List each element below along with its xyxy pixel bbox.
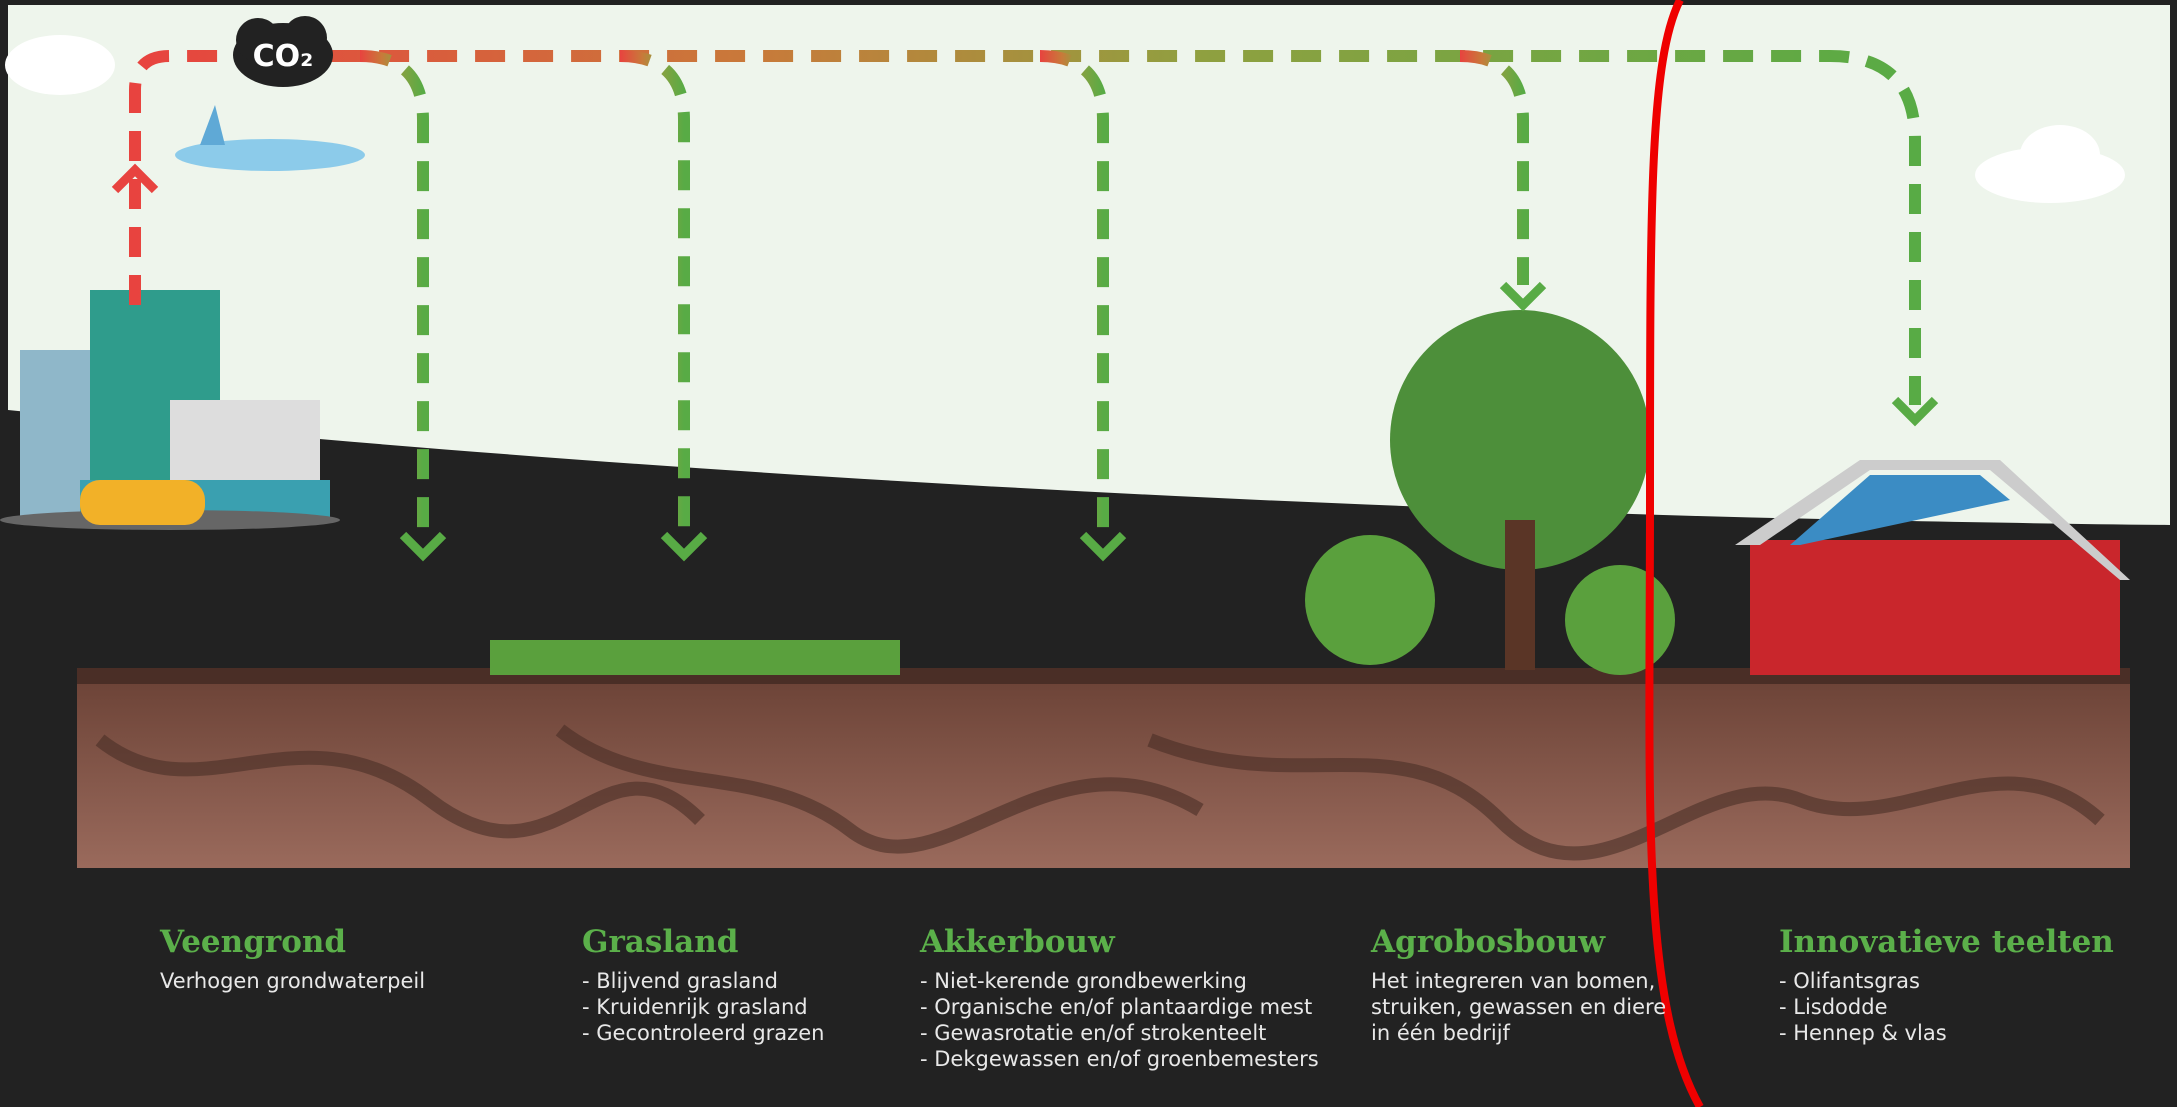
section-line: in één bedrijf — [1371, 1021, 1511, 1045]
section-title: Akkerbouw — [919, 924, 1116, 960]
sections: Veengrond Verhogen grondwaterpeil Grasland… — [159, 924, 2114, 1071]
section-line: - Lisdodde — [1779, 995, 1888, 1019]
section-title: Grasland — [582, 924, 738, 960]
section-title: Agrobosbouw — [1370, 924, 1606, 960]
factory — [0, 290, 340, 530]
section-line: - Olifantsgras — [1779, 969, 1920, 993]
section-line: - Organische en/of plantaardige mest — [920, 995, 1312, 1019]
co2-label: CO₂ — [253, 39, 314, 74]
barn — [1735, 460, 2130, 675]
section-line: - Blijvend grasland — [582, 969, 778, 993]
airplane — [175, 105, 365, 171]
section-line: Verhogen grondwaterpeil — [160, 969, 425, 993]
section-line: - Kruidenrijk grasland — [582, 995, 808, 1019]
section-line: - Gecontroleerd grazen — [582, 1021, 824, 1045]
section-title: Veengrond — [159, 924, 346, 960]
arrowheads — [111, 163, 1939, 562]
worm-tunnels — [95, 724, 2105, 861]
section-line: - Gewasrotatie en/of strokenteelt — [920, 1021, 1266, 1045]
vegetation — [490, 310, 1675, 675]
section-line: - Dekgewassen en/of groenbemesters — [920, 1047, 1319, 1071]
soil — [77, 673, 2130, 868]
co2-cloud: CO₂ — [233, 16, 333, 87]
highlight-line — [1645, 0, 1704, 1107]
section-title: Innovatieve teelten — [1779, 924, 2114, 960]
clouds — [5, 35, 2125, 203]
section-line: struiken, gewassen en diere — [1371, 995, 1666, 1019]
co2-flow — [129, 50, 1921, 535]
section-line: - Hennep & vlas — [1779, 1021, 1947, 1045]
section-line: - Niet-kerende grondbewerking — [920, 969, 1247, 993]
section-line: Het integreren van bomen, — [1371, 969, 1655, 993]
